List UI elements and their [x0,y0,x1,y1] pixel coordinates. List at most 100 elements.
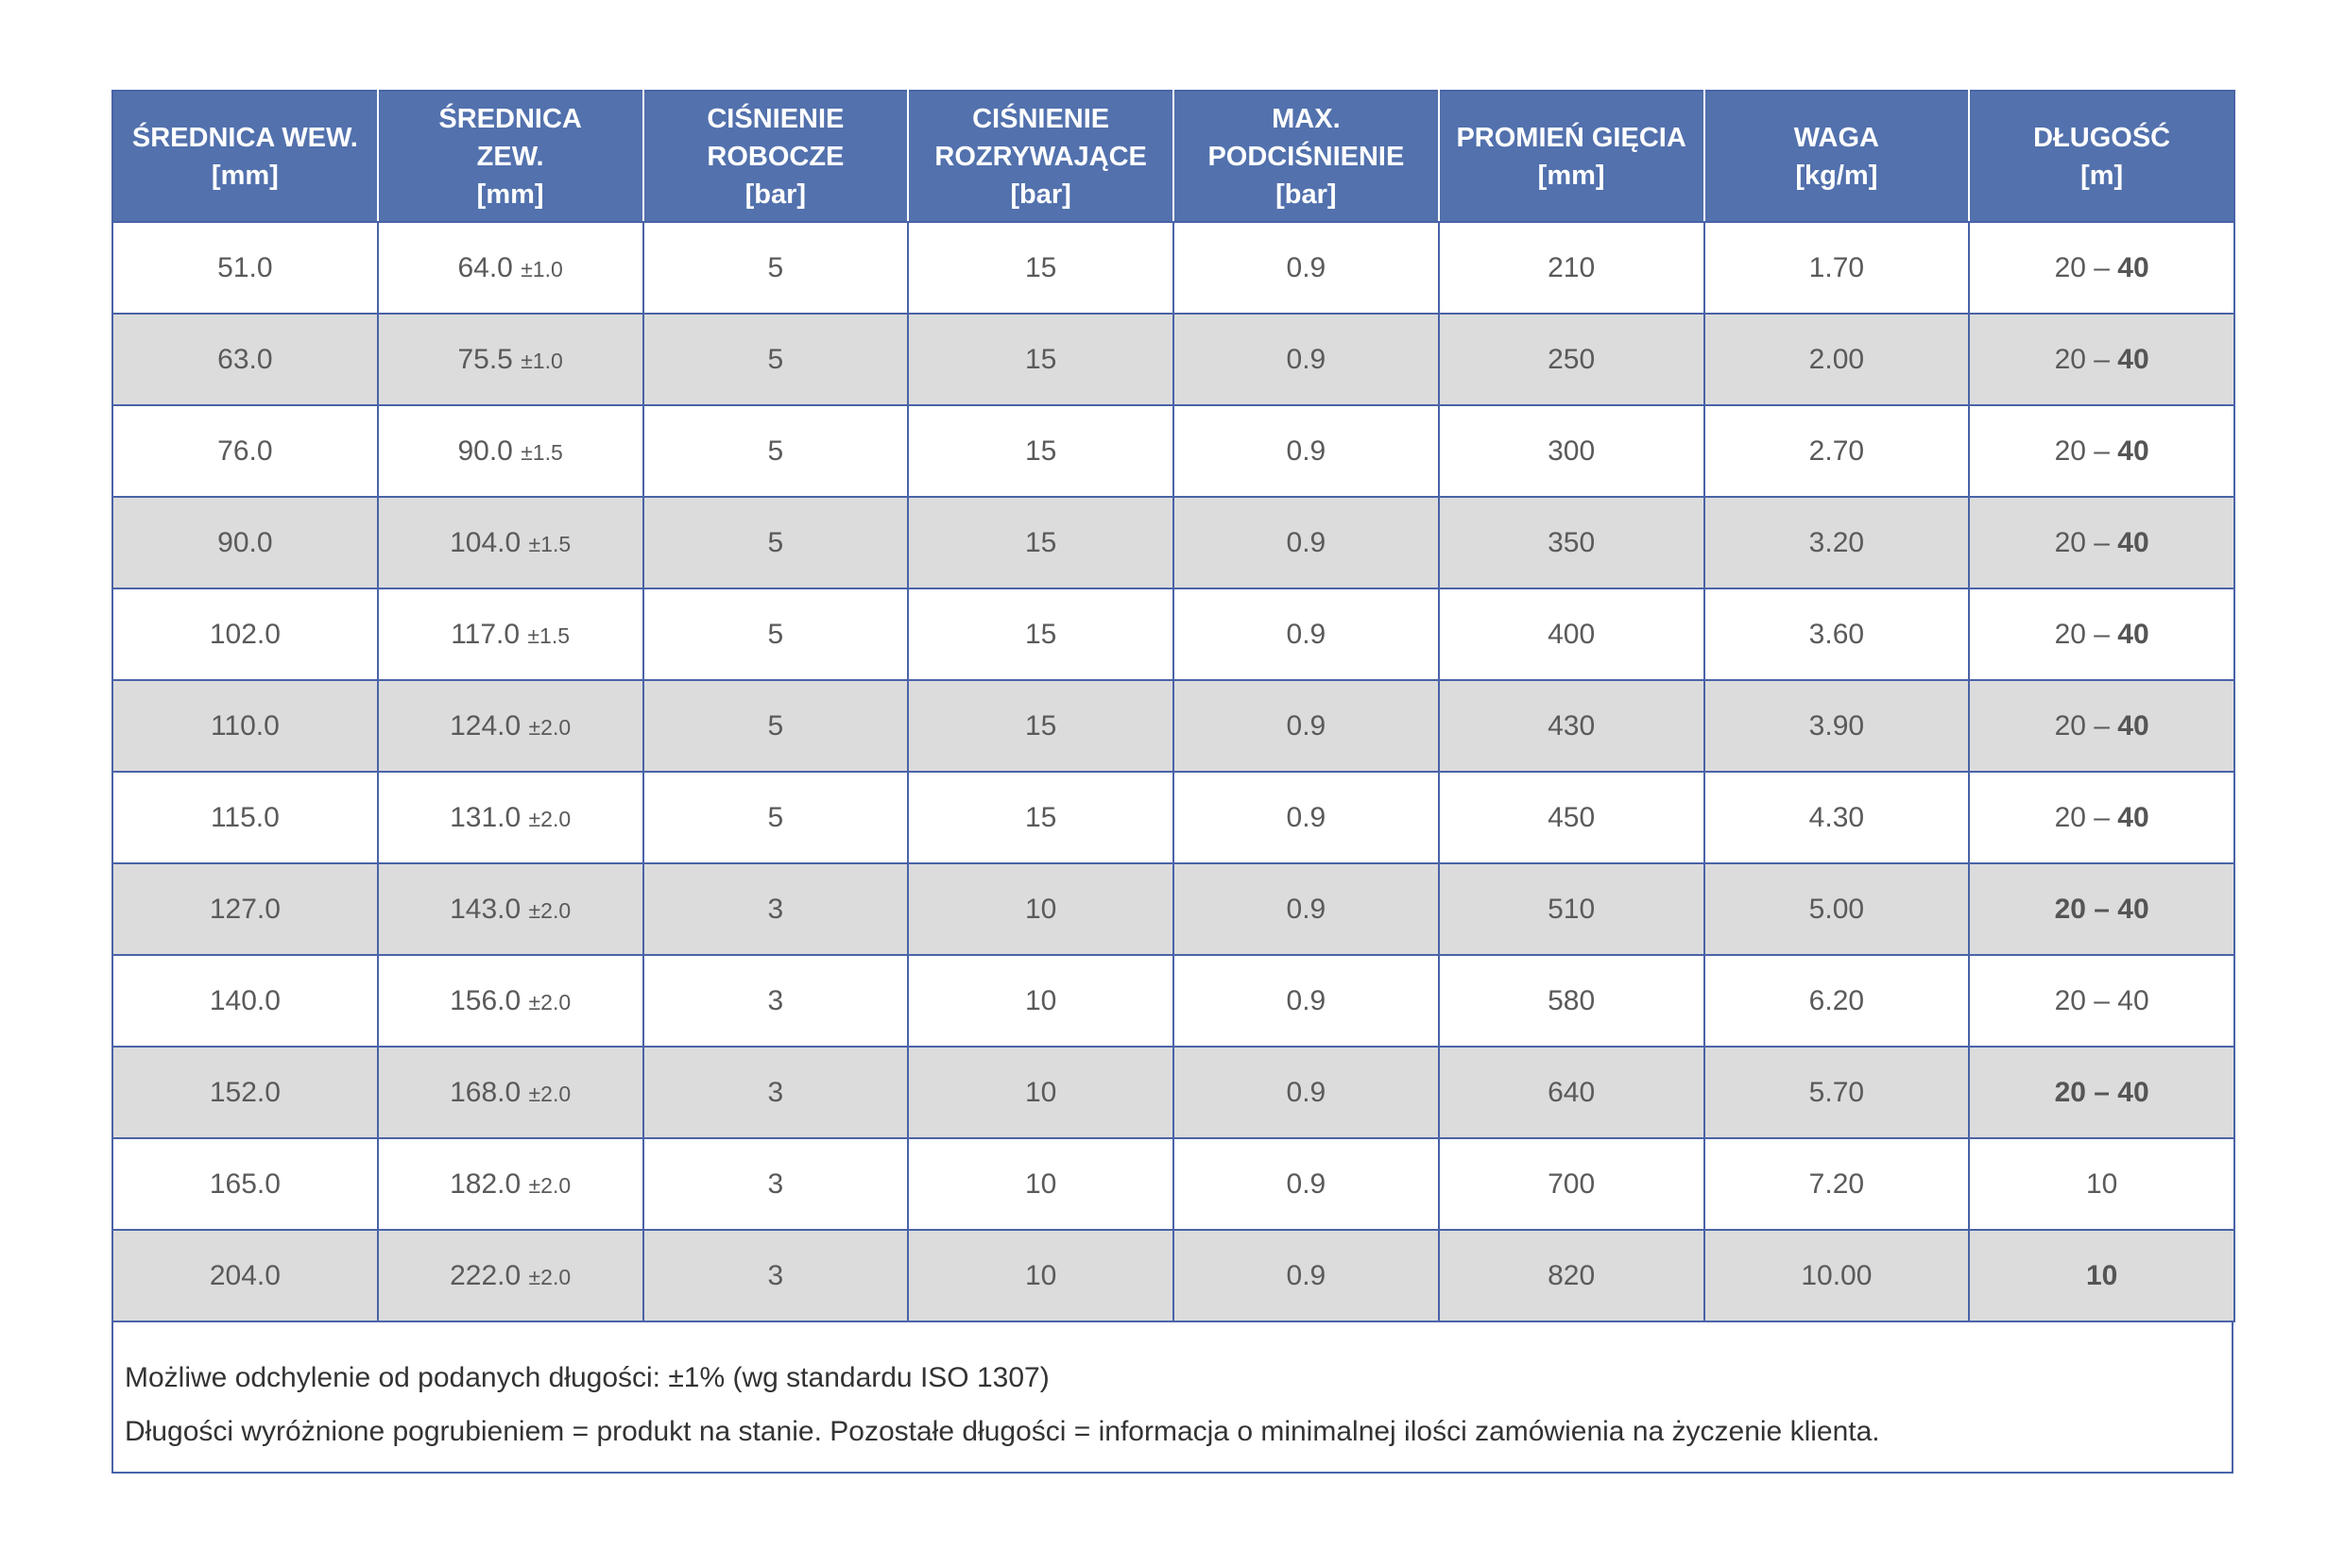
outer-diameter-value: 168.0 [450,1076,522,1108]
table-row: 115.0 131.0 ±2.0 5 15 0.9 450 4.30 20 – 40 [111,771,2235,864]
length-stock-value: 40 [2117,435,2149,467]
cell-max-vacuum: 0.9 [1172,862,1440,956]
cell-max-vacuum: 0.9 [1172,313,1440,406]
outer-diameter-tolerance: ±2.0 [528,897,572,923]
header-line: PODCIŚNIENIE [1207,141,1405,172]
header-line: ZEW. [476,141,544,172]
header-line: [mm] [1537,160,1605,191]
cell-outer-diameter: 131.0 ±2.0 [376,771,644,864]
header-bend-radius: PROMIEŃ GIĘCIA [mm] [1437,90,1705,223]
cell-weight: 2.00 [1702,313,1971,406]
header-line: [mm] [211,160,279,191]
outer-diameter-value: 75.5 [457,343,513,375]
cell-inner-diameter: 110.0 [111,679,379,773]
header-line: WAGA [1793,122,1879,153]
outer-diameter-value: 64.0 [457,251,513,283]
cell-burst-pressure: 15 [907,313,1174,406]
header-line: PROMIEŃ GIĘCIA [1456,122,1686,153]
cell-outer-diameter: 222.0 ±2.0 [376,1229,644,1322]
cell-length: 20 – 40 [1968,496,2235,589]
cell-inner-diameter: 140.0 [111,954,379,1048]
cell-inner-diameter: 102.0 [111,588,379,681]
table-row: 102.0 117.0 ±1.5 5 15 0.9 400 3.60 20 – 40 [111,588,2235,681]
cell-weight: 2.70 [1702,404,1971,498]
outer-diameter-tolerance: ±1.5 [521,439,563,465]
cell-outer-diameter: 117.0 ±1.5 [376,588,644,681]
hose-spec-table: ŚREDNICA WEW. [mm] ŚREDNICA ZEW. [mm] CIŚNIEN… [111,90,2235,1322]
cell-burst-pressure: 10 [907,862,1174,956]
cell-weight: 3.20 [1702,496,1971,589]
header-line: ROBOCZE [707,141,845,172]
cell-length: 20 – 40 [1968,404,2235,498]
table-row: 204.0 222.0 ±2.0 3 10 0.9 820 10.00 10 [111,1229,2235,1322]
cell-burst-pressure: 15 [907,404,1174,498]
cell-weight: 10.00 [1702,1229,1971,1322]
table-row: 140.0 156.0 ±2.0 3 10 0.9 580 6.20 20 – 40 [111,954,2235,1048]
cell-working-pressure: 3 [642,862,910,956]
cell-length: 20 – 40 [1968,862,2235,956]
cell-inner-diameter: 127.0 [111,862,379,956]
cell-bend-radius: 700 [1437,1137,1705,1231]
cell-burst-pressure: 10 [907,1046,1174,1139]
table-row: 76.0 90.0 ±1.5 5 15 0.9 300 2.70 20 – 40 [111,404,2235,498]
cell-bend-radius: 210 [1437,221,1705,315]
header-length: DŁUGOŚĆ [m] [1968,90,2235,223]
length-value: 10 [2085,1167,2118,1200]
cell-outer-diameter: 168.0 ±2.0 [376,1046,644,1139]
cell-outer-diameter: 143.0 ±2.0 [376,862,644,956]
cell-weight: 6.20 [1702,954,1971,1048]
cell-max-vacuum: 0.9 [1172,1229,1440,1322]
cell-burst-pressure: 15 [907,588,1174,681]
cell-inner-diameter: 165.0 [111,1137,379,1231]
outer-diameter-tolerance: ±2.0 [528,1172,572,1198]
cell-burst-pressure: 15 [907,771,1174,864]
cell-length: 20 – 40 [1968,221,2235,315]
outer-diameter-value: 104.0 [450,526,522,558]
outer-diameter-tolerance: ±2.0 [528,1264,572,1289]
cell-burst-pressure: 15 [907,496,1174,589]
cell-max-vacuum: 0.9 [1172,221,1440,315]
header-line: ŚREDNICA WEW. [131,122,358,153]
outer-diameter-tolerance: ±2.0 [528,989,572,1014]
cell-weight: 4.30 [1702,771,1971,864]
cell-length: 20 – 40 [1968,771,2235,864]
length-value: 20 – [2054,435,2118,467]
length-value: 20 – [2054,251,2118,283]
cell-max-vacuum: 0.9 [1172,1137,1440,1231]
cell-burst-pressure: 10 [907,1137,1174,1231]
header-burst-pressure: CIŚNIENIE ROZRYWAJĄCE [bar] [907,90,1174,223]
cell-bend-radius: 640 [1437,1046,1705,1139]
cell-weight: 5.70 [1702,1046,1971,1139]
cell-length: 20 – 40 [1968,1046,2235,1139]
cell-inner-diameter: 152.0 [111,1046,379,1139]
header-line: [bar] [744,179,807,210]
length-stock-value: 40 [2117,343,2149,375]
cell-length: 20 – 40 [1968,313,2235,406]
cell-bend-radius: 820 [1437,1229,1705,1322]
length-value: 20 – 40 [2054,893,2149,925]
cell-outer-diameter: 75.5 ±1.0 [376,313,644,406]
outer-diameter-tolerance: ±1.5 [528,531,572,556]
cell-outer-diameter: 104.0 ±1.5 [376,496,644,589]
length-stock-value: 40 [2117,618,2149,650]
outer-diameter-value: 143.0 [450,893,522,925]
outer-diameter-value: 131.0 [450,801,522,833]
length-value: 10 [2085,1259,2118,1291]
cell-bend-radius: 350 [1437,496,1705,589]
cell-working-pressure: 5 [642,496,910,589]
cell-max-vacuum: 0.9 [1172,588,1440,681]
cell-working-pressure: 5 [642,771,910,864]
cell-length: 20 – 40 [1968,954,2235,1048]
cell-inner-diameter: 90.0 [111,496,379,589]
cell-bend-radius: 510 [1437,862,1705,956]
cell-bend-radius: 400 [1437,588,1705,681]
cell-length: 20 – 40 [1968,588,2235,681]
cell-outer-diameter: 64.0 ±1.0 [376,221,644,315]
cell-burst-pressure: 10 [907,954,1174,1048]
header-line: ROZRYWAJĄCE [934,141,1147,172]
header-inner-diameter: ŚREDNICA WEW. [mm] [111,90,379,223]
cell-length: 10 [1968,1137,2235,1231]
cell-bend-radius: 250 [1437,313,1705,406]
cell-inner-diameter: 51.0 [111,221,379,315]
outer-diameter-tolerance: ±1.0 [521,348,563,373]
